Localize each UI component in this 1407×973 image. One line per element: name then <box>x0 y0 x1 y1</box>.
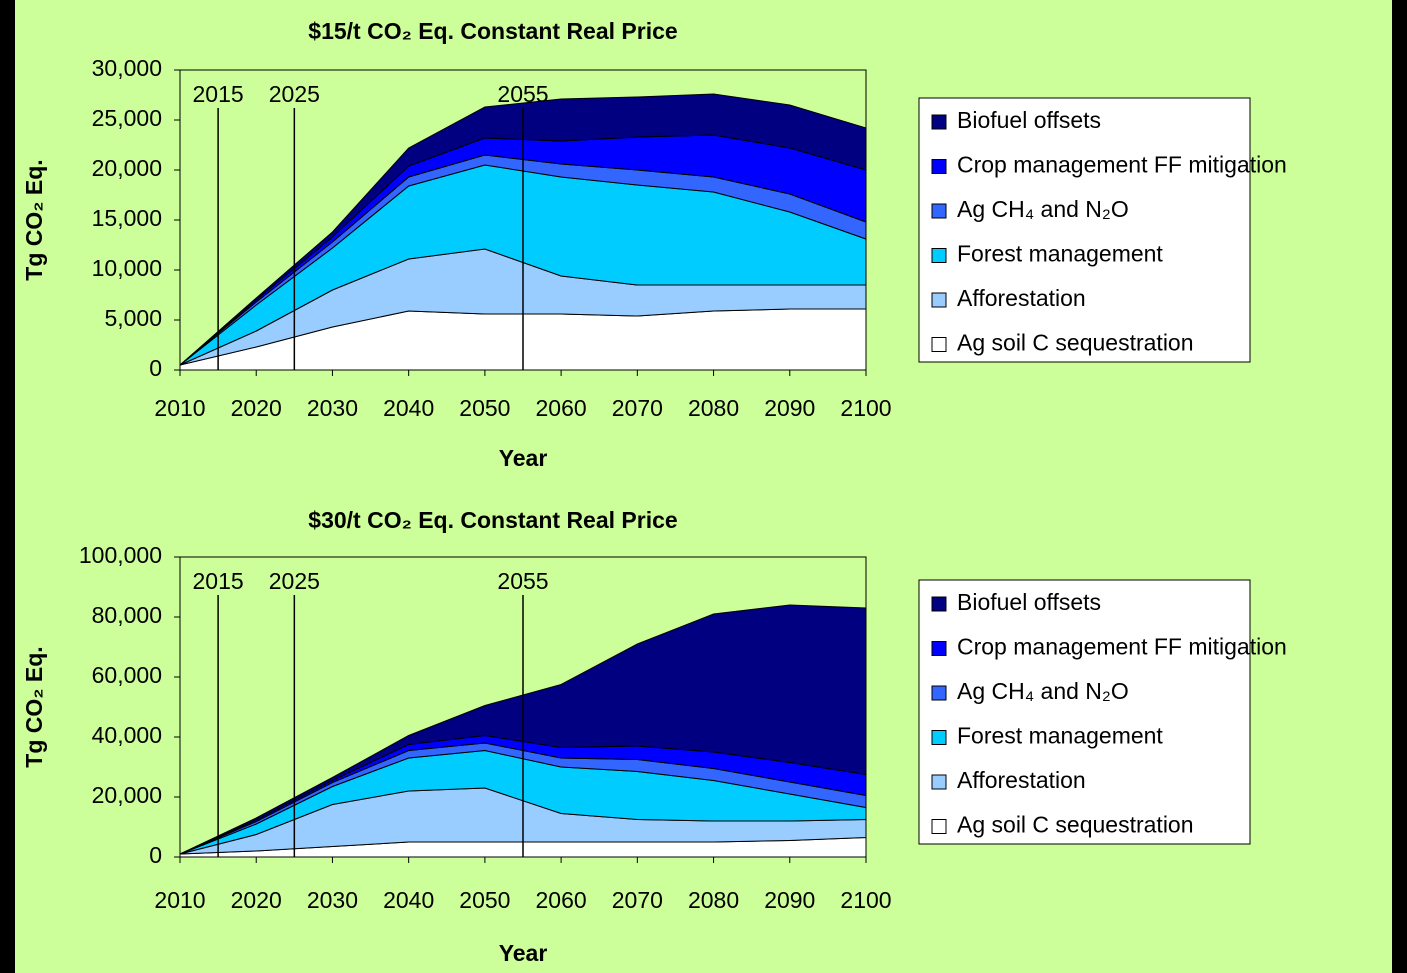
y-tick-label: 0 <box>149 842 162 868</box>
x-tick-label: 2060 <box>536 887 587 913</box>
x-tick-label: 2030 <box>307 887 358 913</box>
legend-label: Forest management <box>957 723 1163 749</box>
y-tick-label: 40,000 <box>92 722 162 748</box>
y-tick-label: 80,000 <box>92 602 162 628</box>
legend-label: Ag CH₄ and N₂O <box>957 678 1129 704</box>
marker-label: 2055 <box>497 81 548 107</box>
x-tick-label: 2090 <box>764 887 815 913</box>
legend-label: Biofuel offsets <box>957 589 1101 615</box>
x-tick-label: 2080 <box>688 395 739 421</box>
y-tick-label: 10,000 <box>92 255 162 281</box>
y-tick-label: 0 <box>149 355 162 381</box>
x-tick-label: 2070 <box>612 395 663 421</box>
legend-swatch <box>931 159 947 174</box>
marker-label: 2025 <box>269 568 320 594</box>
legend-swatch <box>931 641 947 656</box>
legend-swatch <box>931 292 947 308</box>
legend-label: Afforestation <box>957 285 1086 311</box>
x-axis-label: Year <box>499 940 548 966</box>
x-tick-label: 2080 <box>688 887 739 913</box>
y-tick-label: 20,000 <box>92 155 162 181</box>
x-axis-label: Year <box>499 445 548 471</box>
legend-swatch <box>931 819 947 834</box>
legend-swatch <box>931 337 947 352</box>
chart-title: $15/t CO₂ Eq. Constant Real Price <box>308 18 677 44</box>
marker-label: 2025 <box>269 81 320 107</box>
marker-label: 2015 <box>193 81 244 107</box>
legend-swatch <box>931 596 947 612</box>
marker-label: 2055 <box>497 568 548 594</box>
y-axis-label: Tg CO₂ Eq. <box>21 646 47 767</box>
x-tick-label: 2020 <box>231 887 282 913</box>
legend-swatch <box>931 114 947 130</box>
legend-label: Afforestation <box>957 767 1086 793</box>
legend-label: Ag soil C sequestration <box>957 812 1194 838</box>
y-tick-label: 15,000 <box>92 205 162 231</box>
legend-label: Ag CH₄ and N₂O <box>957 196 1129 222</box>
x-tick-label: 2050 <box>459 395 510 421</box>
legend-box <box>918 579 1251 845</box>
y-tick-label: 30,000 <box>92 55 162 81</box>
y-tick-label: 5,000 <box>104 305 162 331</box>
x-tick-label: 2100 <box>840 887 891 913</box>
x-tick-label: 2100 <box>840 395 891 421</box>
legend-label: Crop management FF mitigation <box>957 634 1287 660</box>
legend-swatch <box>931 248 947 263</box>
legend-label: Forest management <box>957 241 1163 267</box>
x-tick-label: 2050 <box>459 887 510 913</box>
legend-swatch <box>931 774 947 790</box>
legend-box <box>918 97 1251 363</box>
x-tick-label: 2070 <box>612 887 663 913</box>
legend-swatch <box>931 730 947 745</box>
y-tick-label: 60,000 <box>92 662 162 688</box>
legend-swatch <box>931 203 947 219</box>
x-tick-label: 2060 <box>536 395 587 421</box>
y-tick-label: 100,000 <box>79 542 162 568</box>
legend-label: Crop management FF mitigation <box>957 152 1287 178</box>
y-axis-label: Tg CO₂ Eq. <box>21 159 47 280</box>
legend-swatch <box>931 685 947 701</box>
x-tick-label: 2010 <box>154 887 205 913</box>
y-tick-label: 25,000 <box>92 105 162 131</box>
x-tick-label: 2010 <box>154 395 205 421</box>
x-tick-label: 2040 <box>383 395 434 421</box>
x-tick-label: 2040 <box>383 887 434 913</box>
marker-label: 2015 <box>193 568 244 594</box>
x-tick-label: 2090 <box>764 395 815 421</box>
x-tick-label: 2030 <box>307 395 358 421</box>
legend-label: Ag soil C sequestration <box>957 330 1194 356</box>
chart-title: $30/t CO₂ Eq. Constant Real Price <box>308 507 677 533</box>
x-tick-label: 2020 <box>231 395 282 421</box>
legend-label: Biofuel offsets <box>957 107 1101 133</box>
y-tick-label: 20,000 <box>92 782 162 808</box>
